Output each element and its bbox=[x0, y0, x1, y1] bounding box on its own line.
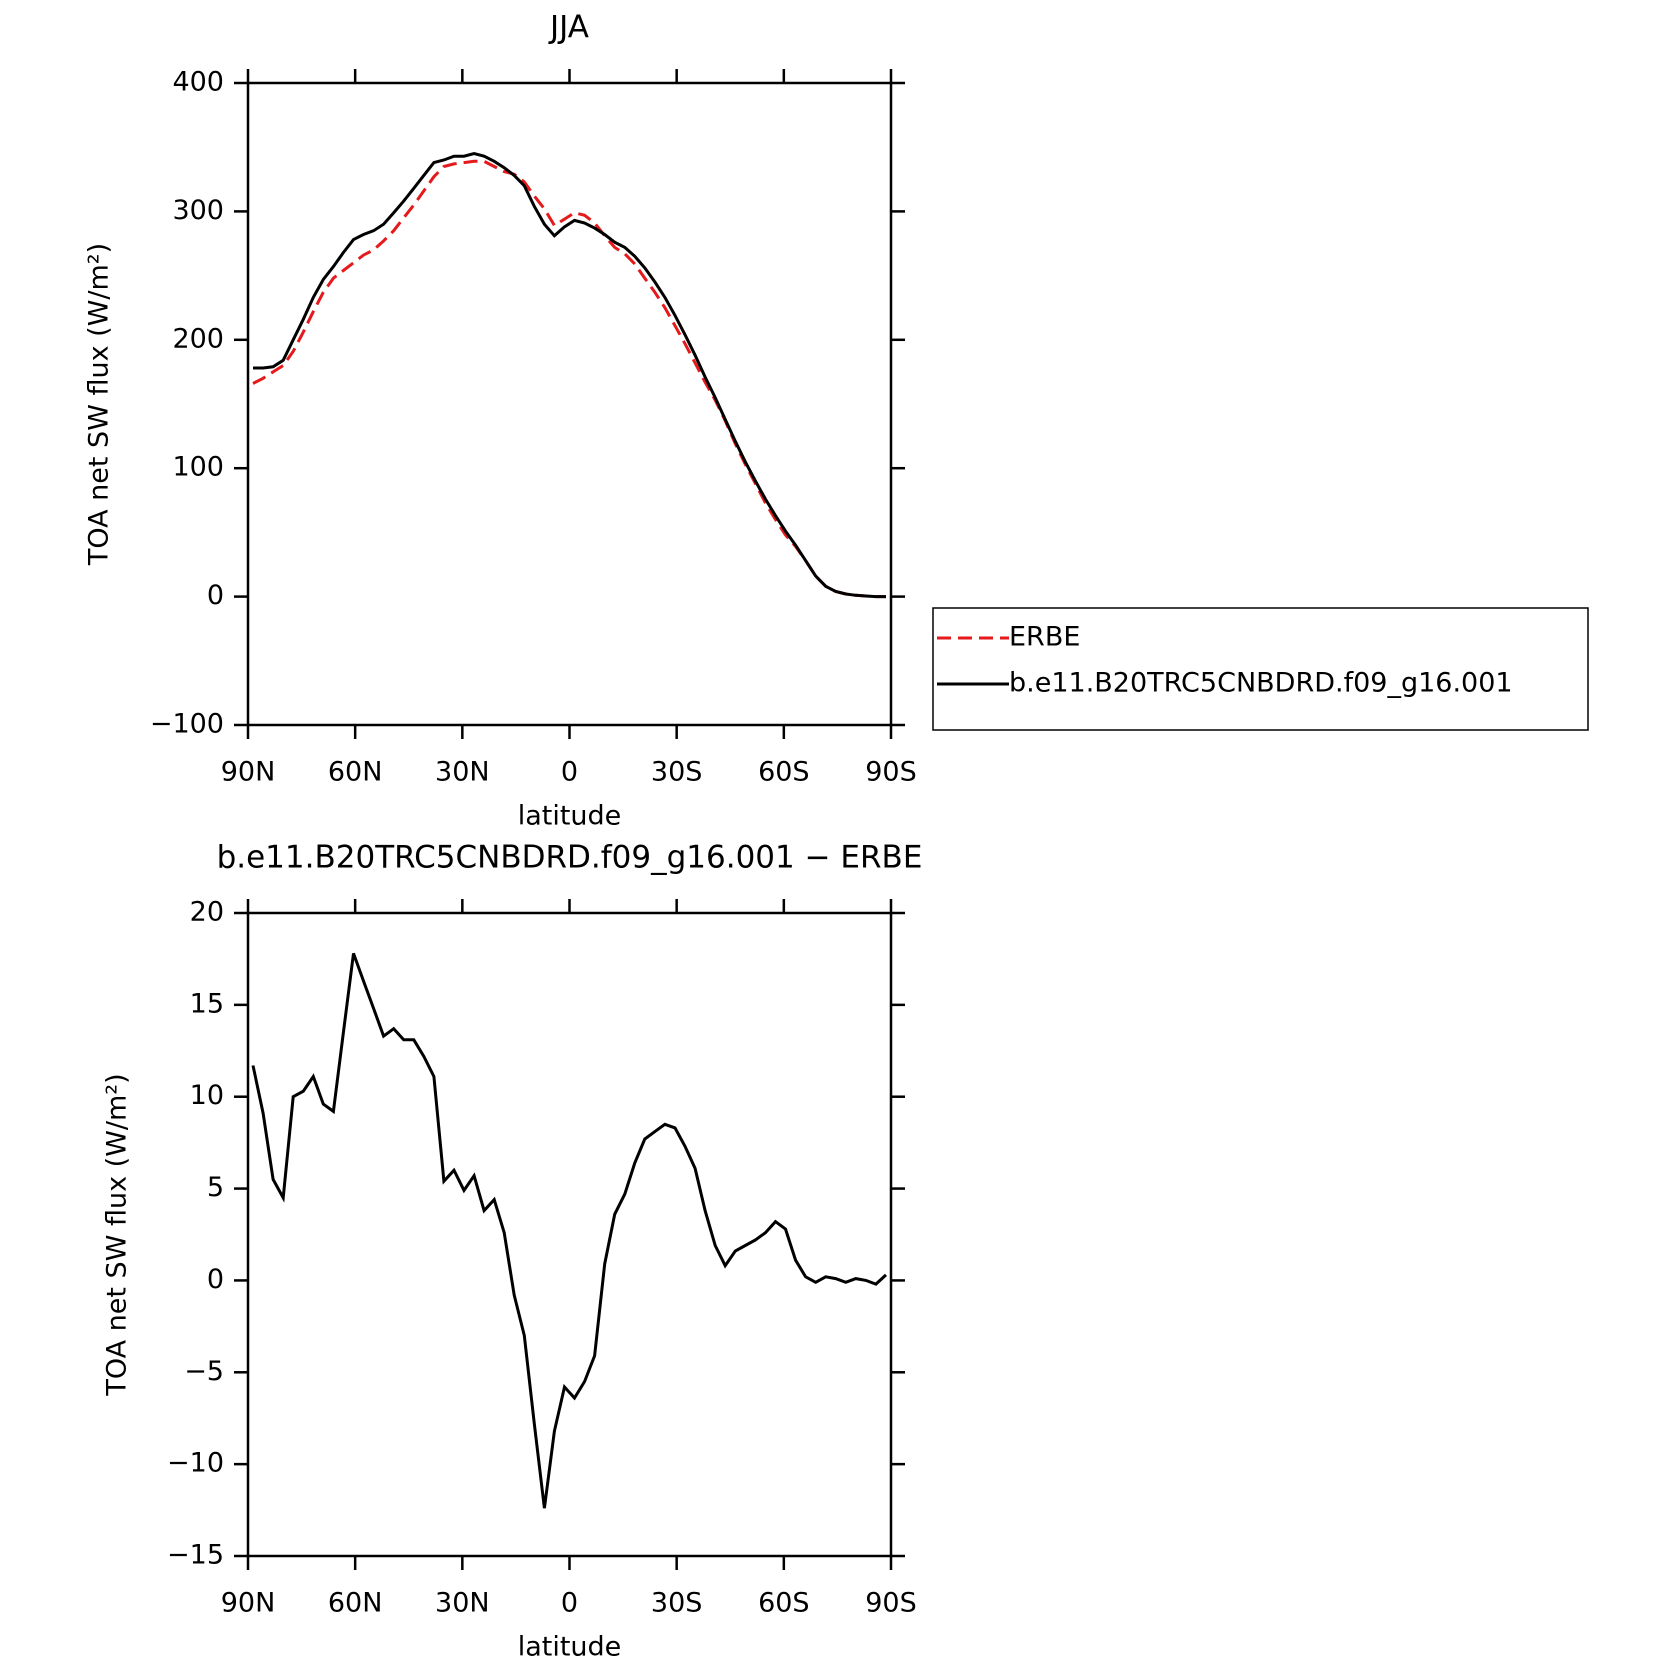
legend-box bbox=[932, 607, 1589, 731]
y-tick-label: −10 bbox=[167, 1448, 224, 1479]
y-axis-label: TOA net SW flux (W/m²) bbox=[84, 243, 115, 566]
y-tick-label: 300 bbox=[172, 195, 224, 226]
y-tick-label: 10 bbox=[190, 1080, 224, 1111]
plot-frame bbox=[246, 81, 893, 727]
x-tick-label: 90N bbox=[221, 1588, 276, 1619]
x-tick-label: 30S bbox=[651, 757, 703, 788]
x-tick-label: 90S bbox=[865, 1588, 917, 1619]
y-tick-label: 15 bbox=[190, 988, 224, 1019]
y-tick-label: 0 bbox=[207, 1264, 224, 1295]
y-tick-label: 5 bbox=[207, 1172, 224, 1203]
x-tick-label: 0 bbox=[561, 1588, 578, 1619]
y-axis-label: TOA net SW flux (W/m²) bbox=[102, 1073, 133, 1396]
y-tick-label: 0 bbox=[207, 580, 224, 611]
series-line bbox=[252, 159, 886, 599]
y-tick-label: 20 bbox=[190, 897, 224, 928]
x-tick-label: 60S bbox=[758, 1588, 810, 1619]
x-axis-label: latitude bbox=[518, 801, 622, 832]
y-tick-label: 400 bbox=[172, 67, 224, 98]
chart-title: b.e11.B20TRC5CNBDRD.f09_g16.001 − ERBE bbox=[217, 840, 923, 876]
x-tick-label: 0 bbox=[561, 757, 578, 788]
y-tick-label: −100 bbox=[150, 709, 224, 740]
series-line bbox=[253, 152, 886, 599]
y-tick-label: 200 bbox=[172, 323, 224, 354]
x-tick-label: 90S bbox=[865, 757, 917, 788]
legend-label: ERBE bbox=[1009, 622, 1080, 653]
y-tick-label: −5 bbox=[184, 1356, 224, 1387]
x-tick-label: 60N bbox=[328, 1588, 383, 1619]
x-tick-label: 60S bbox=[758, 757, 810, 788]
x-axis-label: latitude bbox=[518, 1632, 622, 1663]
series-line bbox=[251, 952, 888, 1509]
legend-label: b.e11.B20TRC5CNBDRD.f09_g16.001 bbox=[1009, 668, 1513, 699]
x-tick-label: 30S bbox=[651, 1588, 703, 1619]
chart-title: JJA bbox=[548, 10, 589, 46]
x-tick-label: 60N bbox=[328, 757, 383, 788]
y-tick-label: 100 bbox=[172, 452, 224, 483]
x-tick-label: 30N bbox=[435, 1588, 490, 1619]
x-tick-label: 90N bbox=[221, 757, 276, 788]
plot-frame bbox=[246, 911, 893, 1558]
y-tick-label: −15 bbox=[167, 1540, 224, 1571]
x-tick-label: 30N bbox=[435, 757, 490, 788]
